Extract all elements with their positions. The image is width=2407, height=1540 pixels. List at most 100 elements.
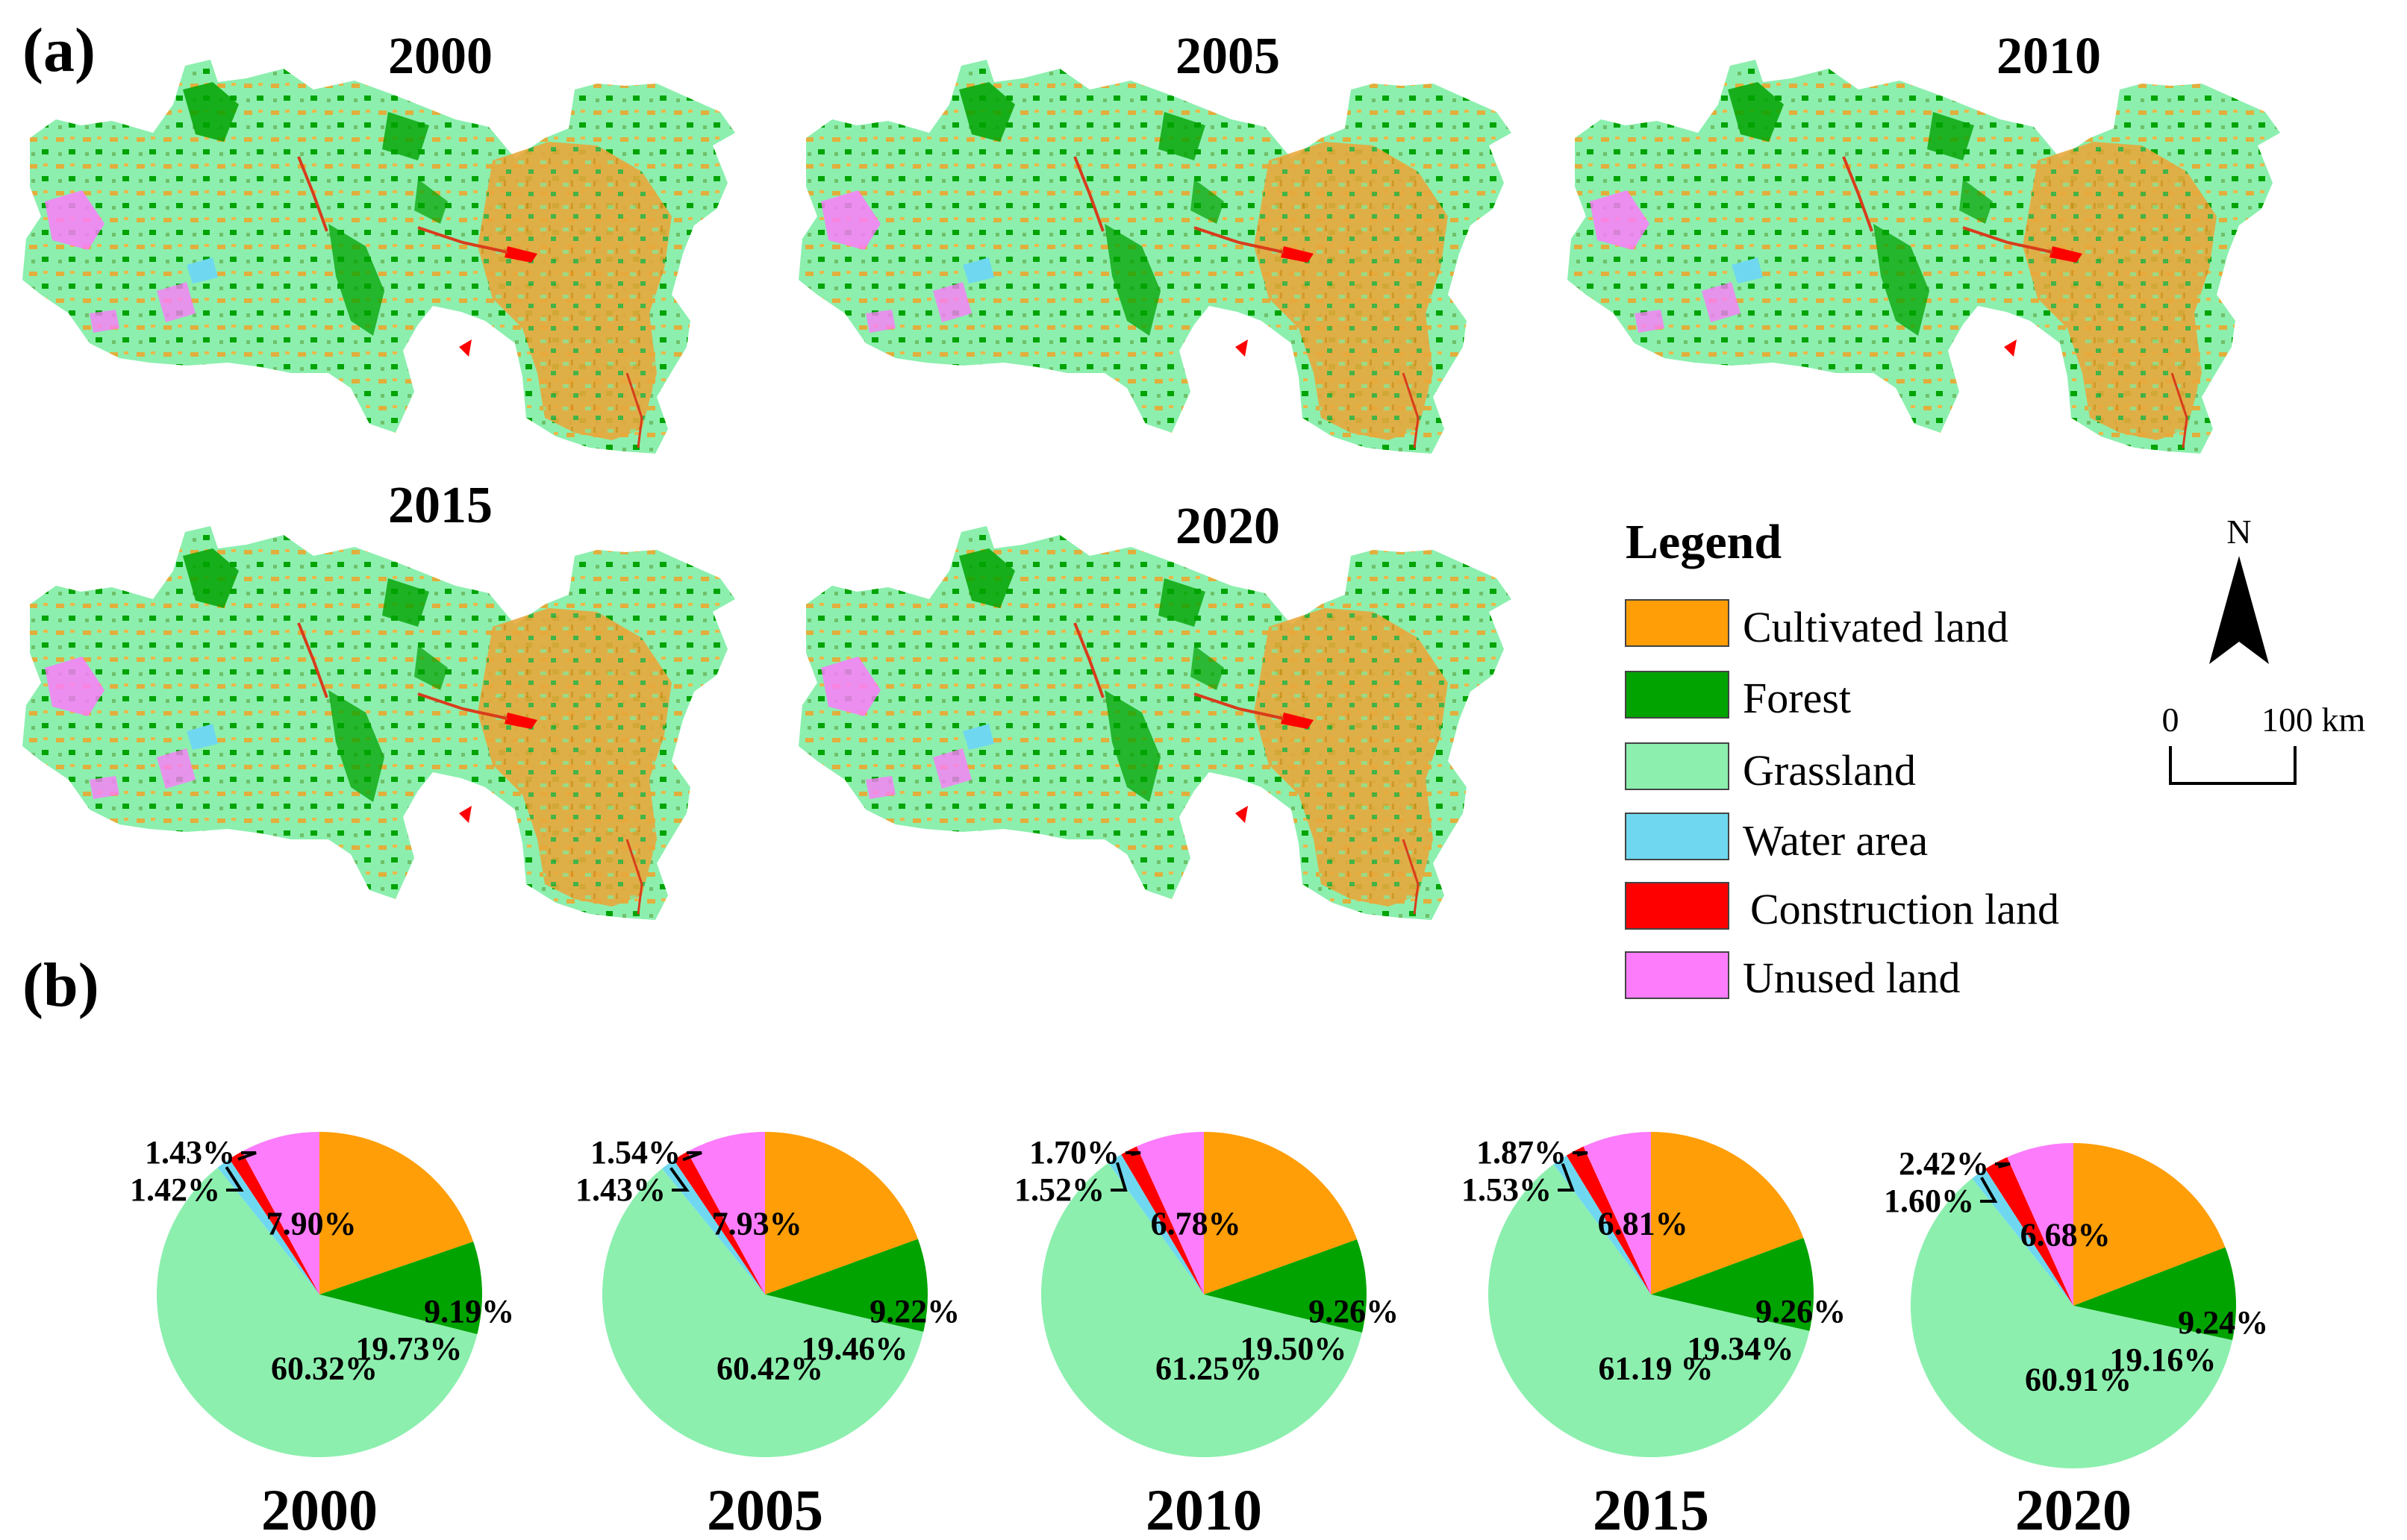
- pie-slice-2015-cultivated: [1651, 1132, 1804, 1295]
- pie-label-2020-cultivated: 19.16%: [2109, 1342, 2216, 1378]
- scale-start: 0: [2162, 701, 2179, 739]
- pie-leader-2000-construction: [237, 1151, 257, 1161]
- pie-slice-2020-construction: [1985, 1156, 2073, 1306]
- pie-label-2010-forest: 9.26%: [1308, 1293, 1399, 1330]
- scale-bar: 0 100 km: [2162, 701, 2366, 785]
- pie-slice-2015-forest: [1651, 1238, 1814, 1331]
- pie-slice-2020-water: [1972, 1168, 2073, 1306]
- map-2000: 2000: [21, 28, 737, 455]
- pie-label-2005-unused: 7.93%: [712, 1205, 802, 1242]
- pie-label-2020-unused: 6.68%: [2020, 1216, 2111, 1253]
- legend-swatch-forest: [1625, 671, 1729, 719]
- pie-label-2000-cultivated: 19.73%: [355, 1330, 462, 1367]
- pie-label-2020-grassland: 60.91%: [2025, 1361, 2132, 1397]
- pie-slice-2000-water: [217, 1159, 319, 1295]
- pie-label-2010-grassland: 61.25%: [1155, 1350, 1262, 1386]
- scale-bar-line: [2169, 746, 2297, 785]
- pie-label-2015-water: 1.53%: [1461, 1171, 1552, 1208]
- map-year-2015: 2015: [388, 477, 493, 534]
- pie-leader-2000-water: [225, 1166, 244, 1192]
- pie-slice-2005-forest: [765, 1239, 928, 1332]
- pie-year-2015: 2015: [1593, 1477, 1709, 1540]
- legend-swatch-unused: [1625, 951, 1729, 999]
- map-2010: 2010: [1566, 28, 2282, 455]
- pie-slice-2000-grassland: [156, 1167, 478, 1458]
- legend-title: Legend: [1626, 515, 1782, 569]
- map-2020: 2020: [797, 498, 1513, 921]
- legend: Legend Cultivated land Forest Grassland …: [1625, 515, 2059, 1002]
- pie-year-2005: 2005: [707, 1477, 823, 1540]
- pie-slice-2000-forest: [319, 1242, 483, 1335]
- map-year-2005: 2005: [1176, 28, 1280, 85]
- pie-label-2010-water: 1.52%: [1014, 1171, 1105, 1208]
- pie-label-2015-unused: 6.81%: [1598, 1205, 1688, 1242]
- pie-leader-2010-construction: [1126, 1151, 1141, 1156]
- pie-leader-2015-construction: [1573, 1151, 1588, 1157]
- pie-label-2005-water: 1.43%: [575, 1171, 666, 1208]
- pie-2010: 19.50%9.26% 61.25% 6.78% 1.70%1.52% 2010: [1014, 1132, 1399, 1540]
- pie-2020: 19.16%9.24% 60.91% 6.68% 2.42%1.60% 2020: [1884, 1143, 2268, 1540]
- legend-swatch-water: [1625, 813, 1729, 860]
- legend-label-unused: Unused land: [1743, 954, 1961, 1002]
- pie-slice-2020-cultivated: [2073, 1143, 2226, 1306]
- pie-slice-2005-grassland: [602, 1168, 924, 1458]
- map-year-2000: 2000: [388, 28, 493, 85]
- panel-a-label: (a): [22, 16, 96, 85]
- pie-label-2015-cultivated: 19.34%: [1687, 1330, 1793, 1367]
- pie-label-2000-grassland: 60.32%: [271, 1350, 378, 1386]
- pie-label-2010-unused: 6.78%: [1151, 1205, 1241, 1242]
- pie-slice-2010-water: [1108, 1154, 1204, 1295]
- pie-slice-2010-grassland: [1040, 1162, 1362, 1458]
- pie-label-2005-forest: 9.22%: [870, 1293, 960, 1330]
- map-2010-region: [1566, 58, 2282, 455]
- pie-leader-2020-water: [1980, 1177, 1998, 1203]
- pie-label-2000-construction: 1.43%: [145, 1134, 235, 1171]
- north-arrow-icon: N: [2209, 513, 2269, 664]
- pie-label-2015-forest: 9.26%: [1755, 1293, 1846, 1330]
- pie-slice-2005-cultivated: [765, 1132, 918, 1295]
- pie-year-2020: 2020: [2015, 1477, 2132, 1540]
- pie-label-2015-construction: 1.87%: [1476, 1134, 1567, 1171]
- pie-slice-2015-grassland: [1488, 1164, 1810, 1457]
- pie-slice-2010-forest: [1204, 1239, 1367, 1333]
- pie-label-2000-water: 1.42%: [130, 1171, 220, 1208]
- pie-2015: 19.34%9.26% 61.19 % 6.81% 1.87%1.53% 2015: [1461, 1132, 1846, 1540]
- pie-label-2010-cultivated: 19.50%: [1240, 1330, 1346, 1367]
- pie-slice-2015-construction: [1566, 1146, 1651, 1295]
- legend-swatch-cultivated: [1625, 599, 1729, 647]
- pie-label-2005-cultivated: 19.46%: [801, 1330, 908, 1367]
- pie-slice-2000-construction: [229, 1151, 319, 1295]
- north-arrow-left: [2209, 556, 2239, 664]
- map-2000-region: [21, 58, 737, 455]
- legend-swatch-grassland: [1625, 742, 1729, 790]
- legend-label-grassland: Grassland: [1743, 746, 1916, 795]
- map-2005-region: [797, 58, 1513, 455]
- pie-label-2000-forest: 9.19%: [424, 1293, 514, 1330]
- pie-slice-2020-grassland: [1910, 1178, 2233, 1468]
- legend-label-water: Water area: [1743, 816, 1928, 865]
- map-year-2020: 2020: [1176, 498, 1280, 555]
- legend-label-forest: Forest: [1743, 674, 1851, 722]
- panel-b-label: (b): [22, 951, 99, 1020]
- pie-year-2010: 2010: [1146, 1477, 1262, 1540]
- pie-slice-2010-cultivated: [1204, 1132, 1358, 1295]
- map-2005: 2005: [797, 28, 1513, 455]
- map-2015-region: [21, 525, 737, 921]
- pie-leader-2015-water: [1558, 1162, 1575, 1192]
- pie-slice-2000-unused: [242, 1132, 319, 1295]
- scale-end: 100 km: [2261, 701, 2366, 739]
- north-arrow-right: [2239, 556, 2269, 664]
- legend-label-cultivated: Cultivated land: [1743, 603, 2008, 651]
- pie-label-2020-construction: 2.42%: [1899, 1145, 1989, 1182]
- pie-label-2000-unused: 7.90%: [266, 1205, 357, 1242]
- pie-slice-2020-unused: [2007, 1143, 2073, 1306]
- pie-leader-2005-water: [669, 1167, 690, 1192]
- pie-slice-2010-construction: [1121, 1146, 1204, 1295]
- pie-leader-2005-construction: [682, 1151, 702, 1162]
- pie-label-2020-forest: 9.24%: [2178, 1304, 2268, 1341]
- pie-2005: 19.46%9.22% 60.42% 7.93% 1.54%1.43% 2005: [575, 1132, 960, 1540]
- pie-label-2015-grassland: 61.19 %: [1599, 1350, 1714, 1386]
- pie-slice-2015-unused: [1583, 1132, 1651, 1295]
- pie-slice-2000-cultivated: [319, 1132, 474, 1295]
